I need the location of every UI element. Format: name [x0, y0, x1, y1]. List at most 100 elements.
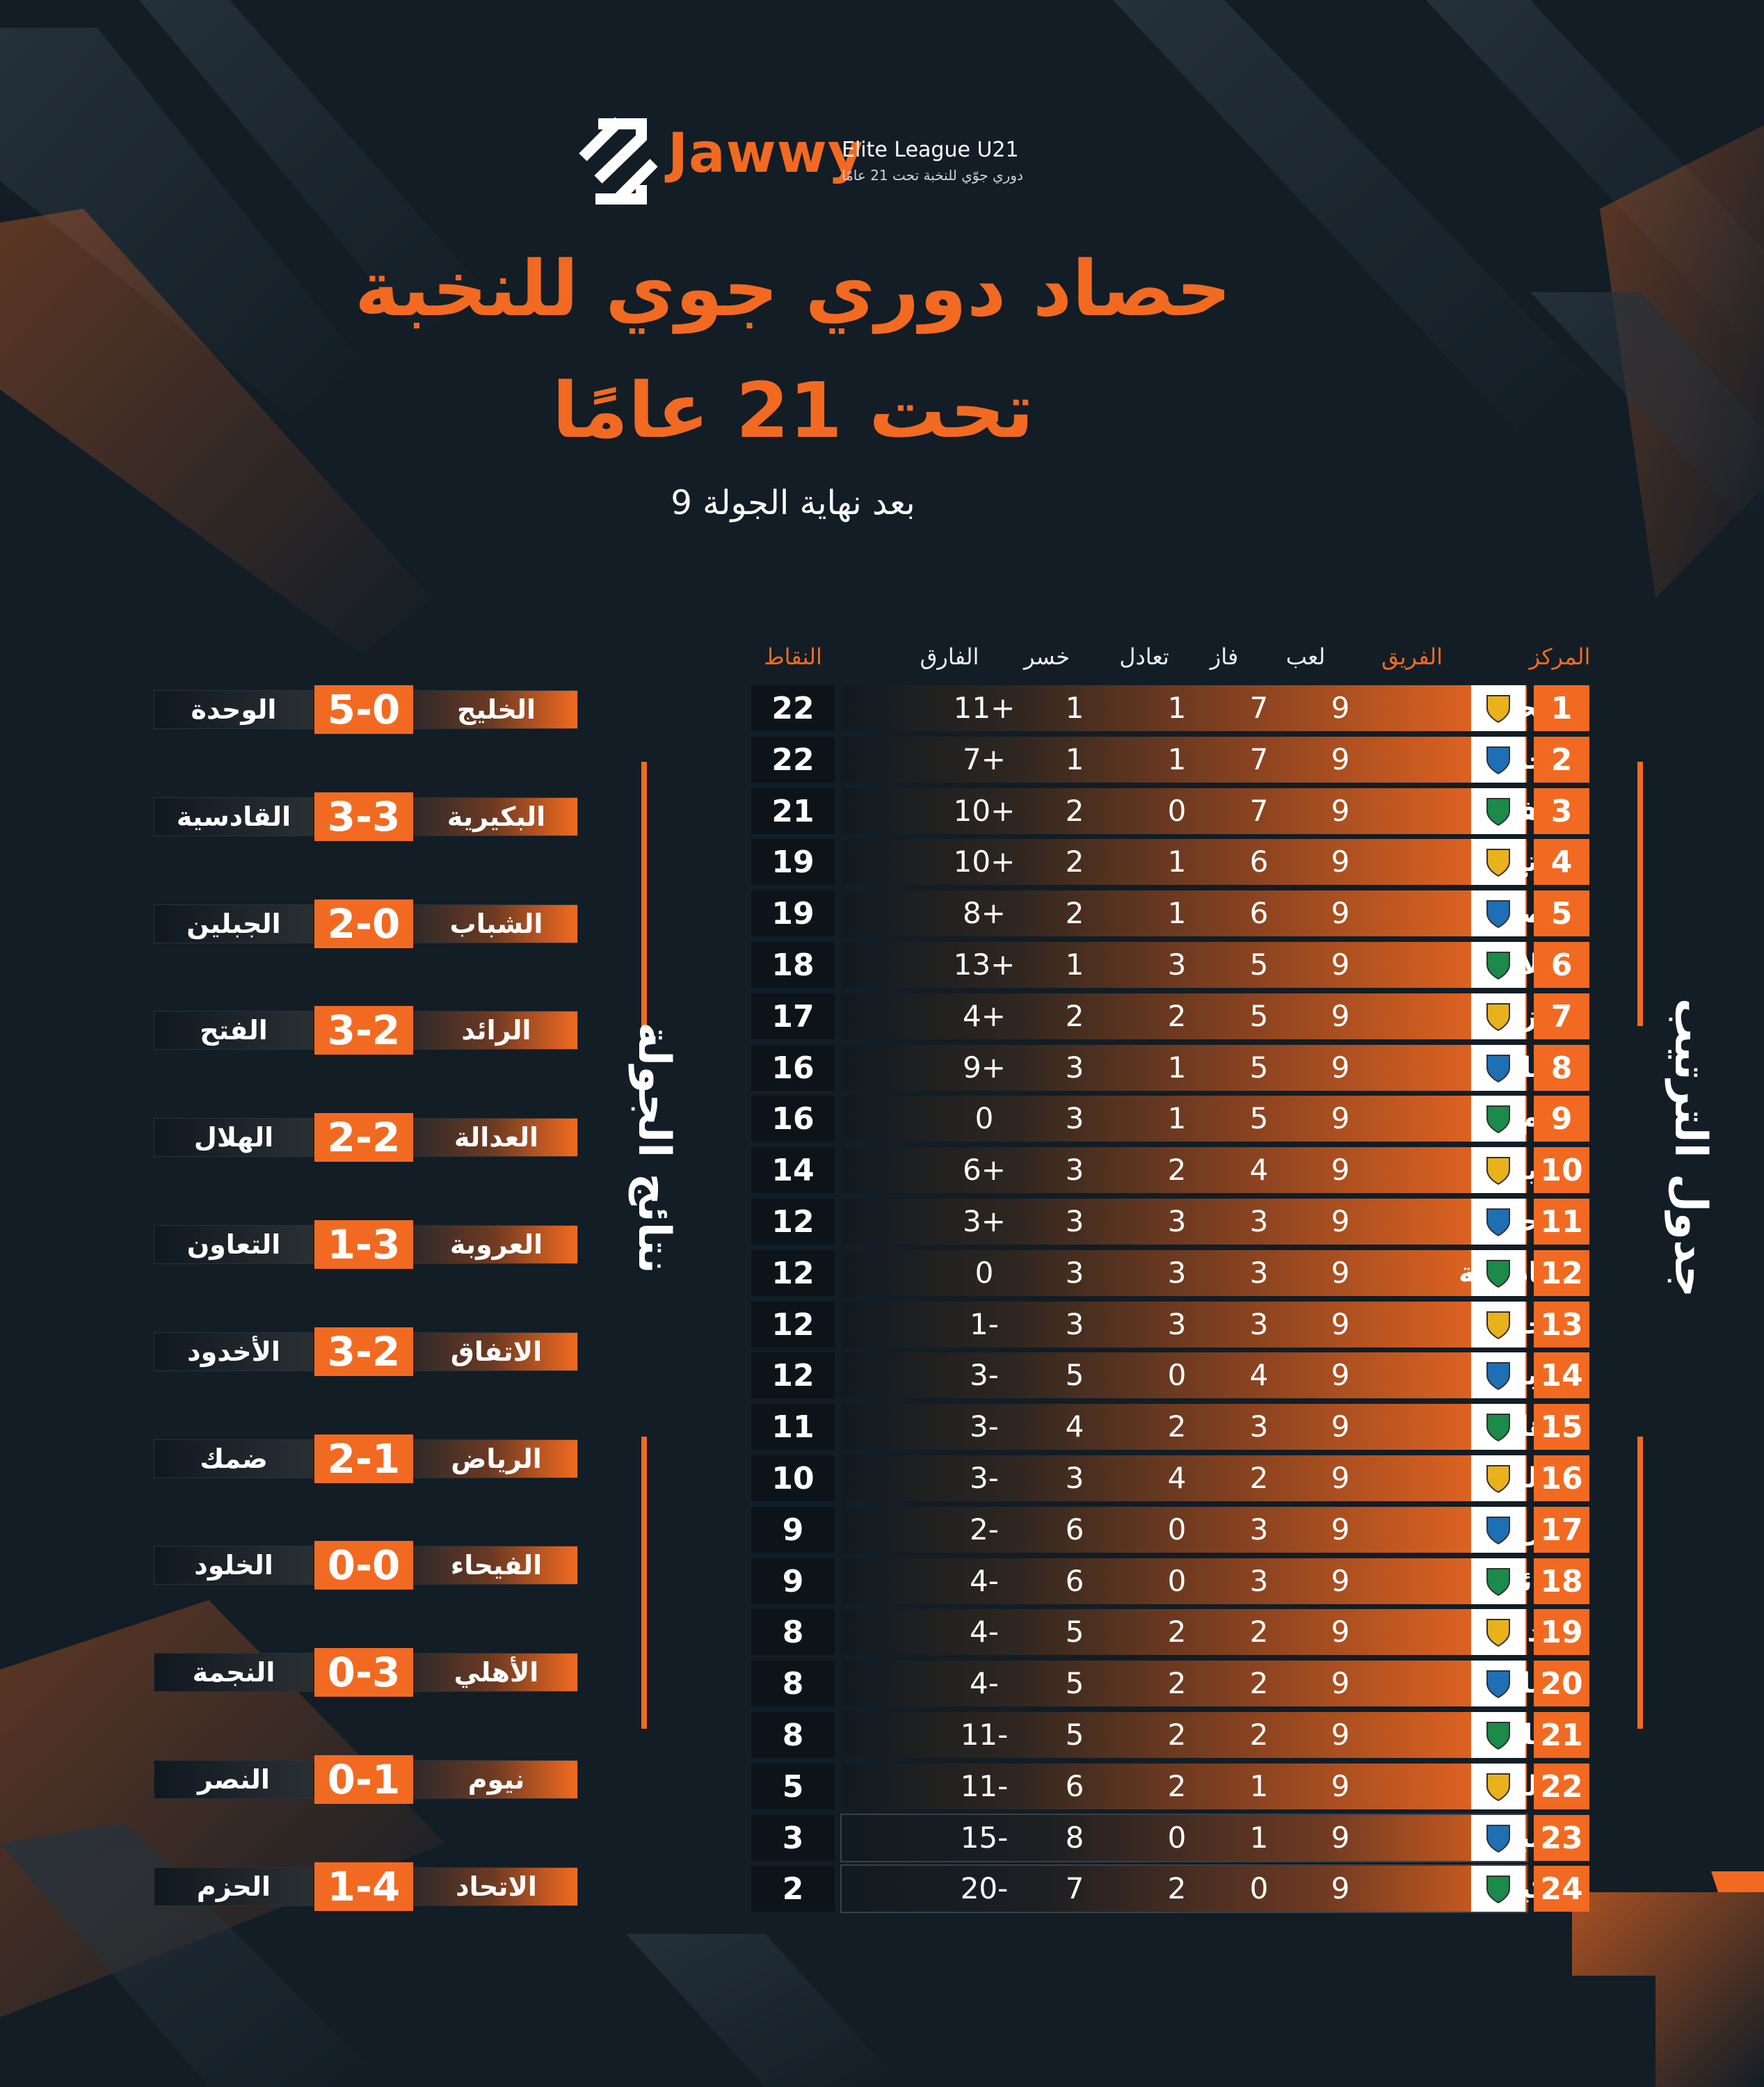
- cell-lost: 7: [1065, 1871, 1084, 1905]
- cell-lost: 2: [1065, 999, 1084, 1033]
- cell-played: 9: [1331, 1101, 1350, 1135]
- cell-position: 21: [1534, 1712, 1589, 1758]
- row-bar: 1-3339النجمة: [842, 1302, 1579, 1348]
- cell-points: 9: [751, 1507, 835, 1553]
- row-bar: 9+ 3 1 5 9 التعاون: [842, 1045, 1579, 1091]
- result-home-team: الأهلي: [454, 1657, 539, 1688]
- ittihad-crest-icon: [1471, 685, 1525, 731]
- cell-drawn: 0: [1167, 1564, 1187, 1598]
- cell-won: 1: [1249, 1769, 1269, 1803]
- cell-points: 12: [751, 1302, 835, 1348]
- taawoun-crest-icon: [1471, 1045, 1525, 1091]
- cell-diff: 8+: [963, 896, 1006, 930]
- jabalain-crest-icon: [1471, 1352, 1525, 1398]
- cell-position: 3: [1534, 788, 1589, 834]
- cell-position: 13: [1534, 1302, 1589, 1348]
- cell-lost: 5: [1065, 1358, 1084, 1392]
- cell-won: 6: [1249, 896, 1269, 930]
- table-row: 84-5229العدالة19: [751, 1609, 1589, 1655]
- cell-lost: 8: [1065, 1821, 1084, 1855]
- cell-played: 9: [1331, 1871, 1350, 1905]
- cell-won: 2: [1249, 1666, 1269, 1700]
- row-bar: 03339القادسية: [842, 1250, 1579, 1296]
- cell-drawn: 2: [1167, 999, 1187, 1033]
- row-bar: 15- 8 0 1 9 الشباب: [840, 1814, 1579, 1862]
- row-bar: 20- 7 2 0 9 البكيرية: [840, 1864, 1579, 1913]
- cell-lost: 6: [1065, 1564, 1084, 1598]
- row-bar: 8+2169النصر: [842, 890, 1579, 936]
- cell-lost: 3: [1065, 1050, 1084, 1085]
- cell-points: 10: [751, 1455, 835, 1501]
- cell-lost: 6: [1065, 1512, 1084, 1546]
- table-row: 121-3339النجمة13: [751, 1302, 1589, 1348]
- riyadh-crest-icon: [1471, 1661, 1525, 1706]
- cell-position: 19: [1534, 1609, 1589, 1655]
- cell-position: 15: [1534, 1404, 1589, 1450]
- cell-diff: 4-: [970, 1615, 999, 1649]
- table-row: 8 4- 5 2 2 9 الرياض 20: [751, 1661, 1589, 1706]
- ahli-crest-icon: [1471, 1404, 1525, 1450]
- result-away-team: الجبلين: [154, 905, 313, 943]
- cell-lost: 1: [1065, 742, 1084, 776]
- standings-title-bar-bottom: [1637, 1437, 1643, 1729]
- ettifaq-crest-icon: [1471, 788, 1525, 834]
- cell-drawn: 2: [1167, 1718, 1187, 1752]
- table-row: 9 2- 6 0 3 9 العروبة 17: [751, 1507, 1589, 1553]
- results-title-bar-bottom: [641, 1437, 647, 1729]
- cell-points: 8: [751, 1661, 835, 1706]
- cell-position: 12: [1534, 1250, 1589, 1296]
- table-row: 22 7+ 1 1 7 9 الأخدود 2: [751, 737, 1589, 783]
- khaleej-crest-icon: [1471, 1455, 1525, 1501]
- result-away-team: ضمك: [154, 1440, 313, 1478]
- cell-drawn: 0: [1167, 1821, 1187, 1855]
- result-away-team: الأخدود: [154, 1333, 313, 1370]
- cell-position: 7: [1534, 993, 1589, 1039]
- header-team: الفريق: [1381, 643, 1443, 670]
- table-row: 12 3- 5 0 4 9 الجبلين 14: [751, 1352, 1589, 1398]
- result-score: 2-1: [314, 1434, 413, 1483]
- cell-points: 19: [751, 839, 835, 885]
- cell-diff: 7+: [963, 742, 1006, 776]
- results-title: نتائج الجولة: [628, 1022, 680, 1274]
- row-bar: 3- 5 0 4 9 الجبلين: [842, 1352, 1579, 1398]
- qadsiah-crest-icon: [1471, 1250, 1525, 1296]
- akhdoud-crest-icon: [1471, 737, 1525, 783]
- cell-lost: 5: [1065, 1666, 1084, 1700]
- cell-position: 5: [1534, 890, 1589, 936]
- result-score: 2-0: [314, 899, 413, 948]
- cell-diff: 10+: [953, 845, 1016, 879]
- row-bar: 3-4239الأهلي: [842, 1404, 1579, 1450]
- cell-diff: 6+: [963, 1153, 1006, 1187]
- cell-lost: 5: [1065, 1718, 1084, 1752]
- header-lost: خسر: [1024, 643, 1070, 670]
- header-diff: الفارق: [920, 643, 979, 670]
- cell-points: 18: [751, 942, 835, 988]
- cell-played: 9: [1331, 1153, 1350, 1187]
- cell-diff: 11-: [960, 1769, 1009, 1803]
- najma-crest-icon: [1471, 1302, 1525, 1348]
- row-bar: 11+1179الاتحاد: [842, 685, 1579, 731]
- cell-drawn: 2: [1167, 1153, 1187, 1187]
- result-home-team: الاتفاق: [450, 1336, 543, 1367]
- row-bar: 10+2169الفتح: [842, 839, 1579, 885]
- cell-diff: 1-: [970, 1307, 999, 1341]
- cell-drawn: 3: [1167, 947, 1187, 982]
- cell-played: 9: [1331, 1769, 1350, 1803]
- header-position: المركز: [1529, 643, 1591, 670]
- cell-won: 4: [1249, 1358, 1269, 1392]
- cell-position: 8: [1534, 1045, 1589, 1091]
- result-row: ضمك 2-1 الرياض: [154, 1434, 577, 1483]
- table-row: 3 15- 8 0 1 9 الشباب 23: [751, 1814, 1589, 1862]
- cell-diff: 15-: [960, 1821, 1009, 1855]
- cell-drawn: 0: [1167, 1512, 1187, 1546]
- table-row: 174+2259الحزم7: [751, 993, 1589, 1039]
- cell-diff: 9+: [963, 1050, 1006, 1085]
- hazem-crest-icon: [1471, 993, 1525, 1039]
- header-won: فاز: [1210, 643, 1239, 670]
- cell-lost: 1: [1065, 947, 1084, 982]
- bukiryah-crest-icon: [1471, 1866, 1525, 1912]
- row-bar: 3-3429الخليج: [842, 1455, 1579, 1501]
